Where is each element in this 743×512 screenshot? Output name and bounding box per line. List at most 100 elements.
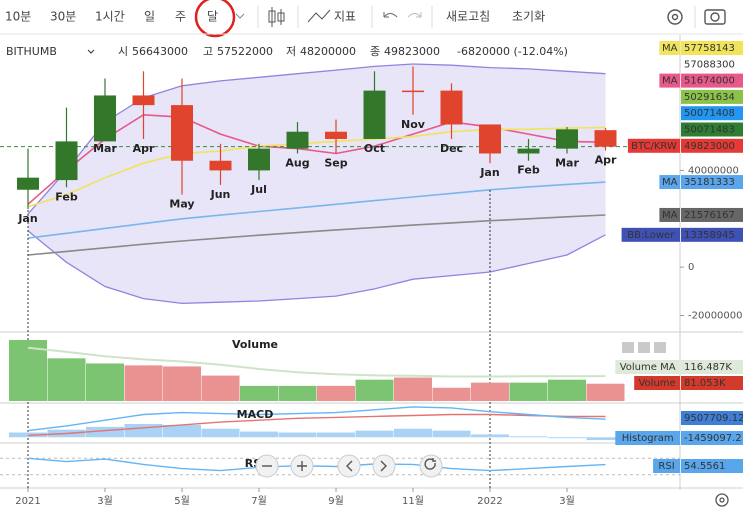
price-change: -6820000 (-12.04%) [457,45,568,58]
histogram-bar [355,430,394,438]
x-tick-label: 7월 [251,495,267,507]
reset-view-button[interactable] [419,454,443,478]
candle-body [594,130,617,147]
y-tick-label: 40000000 [688,165,739,176]
histogram-bar [278,432,317,438]
y-tick-label: -20000000 [688,310,743,321]
interval-button[interactable]: 1시간 [95,10,125,24]
interval-button[interactable]: 10분 [5,10,31,24]
tag-value-box [681,175,743,190]
month-label: Mar [93,142,117,155]
tag-name-box [653,459,680,473]
tag-value: 13358945 [684,230,735,241]
tag-name-box [659,41,680,55]
histogram-bar [317,432,355,438]
histogram-bar [432,430,471,438]
month-label: May [169,198,194,211]
tag-value-box [681,41,743,55]
interval-button[interactable]: 일 [144,10,155,24]
interval-button[interactable]: 30분 [50,10,76,24]
panel-title: MACD [237,408,274,421]
panel-button[interactable] [622,342,634,353]
month-label: Nov [401,118,426,131]
volume-bar [163,366,201,401]
highlight-circle [194,0,236,38]
tag-name: Volume [638,378,675,389]
field-label: 고 [203,45,213,58]
candle-body [325,131,347,139]
band-upper [27,63,606,215]
month-label: Jul [250,183,267,196]
histogram-bar [471,434,509,438]
tag-value: 50291634 [684,92,735,103]
refresh-button[interactable]: 새로고침 [446,10,490,24]
moving-average [27,214,606,256]
tag-name-box [659,175,680,190]
month-label: Apr [595,154,617,167]
tag-name: MA [662,43,678,54]
undo-button[interactable] [383,12,398,18]
panel-buttons [622,342,666,353]
interval-button[interactable]: 주 [175,10,186,24]
tag-name-box [634,376,680,390]
tag-name: Histogram [622,433,674,444]
exchange-name[interactable]: BITHUMB [6,45,57,58]
indicator-icon[interactable] [307,9,331,23]
volume-bar [201,375,240,401]
zoom-controls [255,454,443,478]
volume-ma-line [27,346,606,378]
volume-bar [86,363,124,401]
screenshot-icon[interactable] [704,9,726,25]
scroll-right-button[interactable] [372,454,396,478]
interval-button[interactable]: 달 [207,10,218,24]
tag-name: MA [662,177,678,188]
tag-name: MA [662,76,678,87]
tag-value-box [681,73,743,88]
scroll-left-button[interactable] [337,454,361,478]
tag-value: 50071483 [684,125,735,136]
tag-name-box [659,207,680,222]
candle-body [132,95,155,106]
tag-value-box [681,138,743,153]
volume-bar [432,387,471,401]
chart-type-icon[interactable] [268,7,285,27]
moving-average [27,181,606,239]
indicator-button[interactable]: 지표 [334,10,356,24]
dropdown-arrow[interactable] [87,49,95,54]
bottom-settings-icon[interactable] [715,493,729,507]
macd-line [27,406,606,432]
candle-body [171,105,193,161]
tag-value: 51674000 [684,76,735,87]
field-value: 56643000 [132,45,188,58]
month-label: Dec [440,142,463,155]
month-label: Jan [479,166,499,179]
rsi-line [27,457,606,472]
tag-name: BTC/KRW [631,141,677,152]
tag-value: 116.487K [684,362,732,373]
histogram-bar [163,424,201,438]
panel-button[interactable] [638,342,650,353]
candle-body [94,95,116,142]
moving-average [27,113,606,205]
histogram-bar [548,437,586,439]
dropdown-arrow[interactable] [235,13,245,19]
field-label: 시 [118,45,128,58]
tag-name: BB:Lower [627,230,675,241]
redo-button[interactable] [407,12,422,18]
candle-body [286,131,309,149]
volume-bar [548,379,586,401]
settings-icon[interactable] [667,9,683,25]
month-label: Aug [285,156,309,169]
volume-bar [9,339,47,401]
field-value: 57522000 [217,45,273,58]
tag-name-box [615,431,680,445]
reset-button[interactable]: 초기화 [512,10,545,24]
tag-name-box [615,360,680,374]
panel-button[interactable] [654,342,666,353]
candle-body [209,160,232,171]
field-value: 48200000 [300,45,356,58]
tag-value: 54.5561 [684,461,725,472]
candle-body [363,90,386,139]
volume-bar [47,358,86,401]
